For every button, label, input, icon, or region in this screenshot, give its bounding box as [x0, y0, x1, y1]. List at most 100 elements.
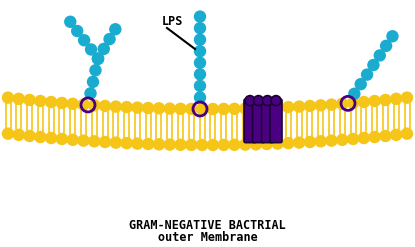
Circle shape [78, 99, 89, 110]
Circle shape [46, 97, 56, 107]
Circle shape [110, 101, 121, 112]
Circle shape [13, 93, 24, 104]
Circle shape [261, 103, 272, 113]
Circle shape [315, 136, 326, 147]
Circle shape [93, 53, 103, 64]
Text: LPS: LPS [162, 16, 183, 28]
Circle shape [195, 46, 205, 57]
Circle shape [337, 134, 348, 145]
Circle shape [67, 134, 78, 145]
Circle shape [13, 129, 24, 140]
Circle shape [197, 140, 208, 150]
Circle shape [348, 98, 359, 108]
Circle shape [56, 133, 67, 144]
Circle shape [349, 88, 360, 99]
Circle shape [391, 93, 402, 104]
Circle shape [208, 140, 218, 150]
Circle shape [89, 136, 100, 147]
Circle shape [93, 53, 103, 64]
Text: GRAM-NEGATIVE BACTRIAL: GRAM-NEGATIVE BACTRIAL [129, 219, 286, 231]
Circle shape [272, 102, 283, 113]
Circle shape [197, 103, 208, 115]
Circle shape [381, 40, 392, 51]
Circle shape [110, 137, 121, 148]
Circle shape [195, 80, 205, 91]
FancyBboxPatch shape [270, 99, 282, 143]
Text: outer Membrane: outer Membrane [158, 230, 257, 244]
Circle shape [104, 34, 115, 45]
Circle shape [272, 138, 283, 149]
Circle shape [391, 129, 402, 140]
Circle shape [78, 35, 90, 46]
FancyBboxPatch shape [244, 99, 256, 143]
Circle shape [218, 139, 229, 150]
Circle shape [132, 102, 143, 113]
Circle shape [143, 103, 154, 113]
Circle shape [263, 96, 273, 106]
Circle shape [72, 25, 83, 37]
Circle shape [254, 96, 264, 106]
Circle shape [65, 16, 76, 27]
Circle shape [355, 79, 366, 90]
Circle shape [361, 69, 373, 80]
Circle shape [67, 98, 78, 109]
Circle shape [251, 139, 261, 150]
Circle shape [195, 11, 205, 22]
Circle shape [208, 103, 218, 115]
Circle shape [46, 133, 56, 144]
Circle shape [195, 34, 205, 45]
Circle shape [368, 60, 379, 70]
Circle shape [121, 138, 132, 149]
Circle shape [251, 103, 261, 114]
Circle shape [348, 133, 359, 144]
Circle shape [359, 133, 369, 144]
Circle shape [261, 139, 272, 149]
Circle shape [24, 94, 35, 105]
Circle shape [35, 131, 46, 143]
Circle shape [245, 96, 255, 106]
Circle shape [369, 131, 380, 143]
Circle shape [132, 138, 143, 149]
Circle shape [195, 23, 205, 34]
Circle shape [229, 139, 240, 150]
Circle shape [85, 88, 96, 99]
Circle shape [175, 103, 186, 114]
Circle shape [195, 92, 205, 103]
Circle shape [88, 76, 98, 87]
Circle shape [154, 139, 164, 150]
Circle shape [93, 53, 103, 64]
Circle shape [294, 137, 305, 148]
Circle shape [283, 138, 294, 149]
Circle shape [337, 98, 348, 109]
Circle shape [374, 50, 385, 61]
Circle shape [100, 101, 110, 111]
Circle shape [359, 97, 369, 107]
Circle shape [175, 139, 186, 150]
FancyBboxPatch shape [252, 99, 264, 143]
Circle shape [380, 130, 391, 142]
Circle shape [154, 103, 164, 114]
Circle shape [186, 139, 197, 150]
Circle shape [305, 137, 315, 147]
Circle shape [143, 139, 154, 149]
Circle shape [121, 102, 132, 113]
Circle shape [89, 100, 100, 111]
Circle shape [24, 130, 35, 142]
Circle shape [100, 137, 110, 147]
Circle shape [305, 101, 315, 111]
Circle shape [110, 24, 121, 35]
Circle shape [2, 128, 14, 139]
Circle shape [195, 57, 205, 68]
Circle shape [90, 65, 101, 76]
Circle shape [294, 101, 305, 112]
Circle shape [164, 103, 175, 114]
Circle shape [229, 103, 240, 114]
Circle shape [271, 96, 281, 106]
FancyBboxPatch shape [261, 99, 273, 143]
Circle shape [85, 44, 97, 55]
Circle shape [186, 103, 197, 114]
Circle shape [315, 100, 326, 111]
Circle shape [218, 103, 229, 114]
Circle shape [240, 103, 251, 114]
Circle shape [78, 135, 89, 146]
